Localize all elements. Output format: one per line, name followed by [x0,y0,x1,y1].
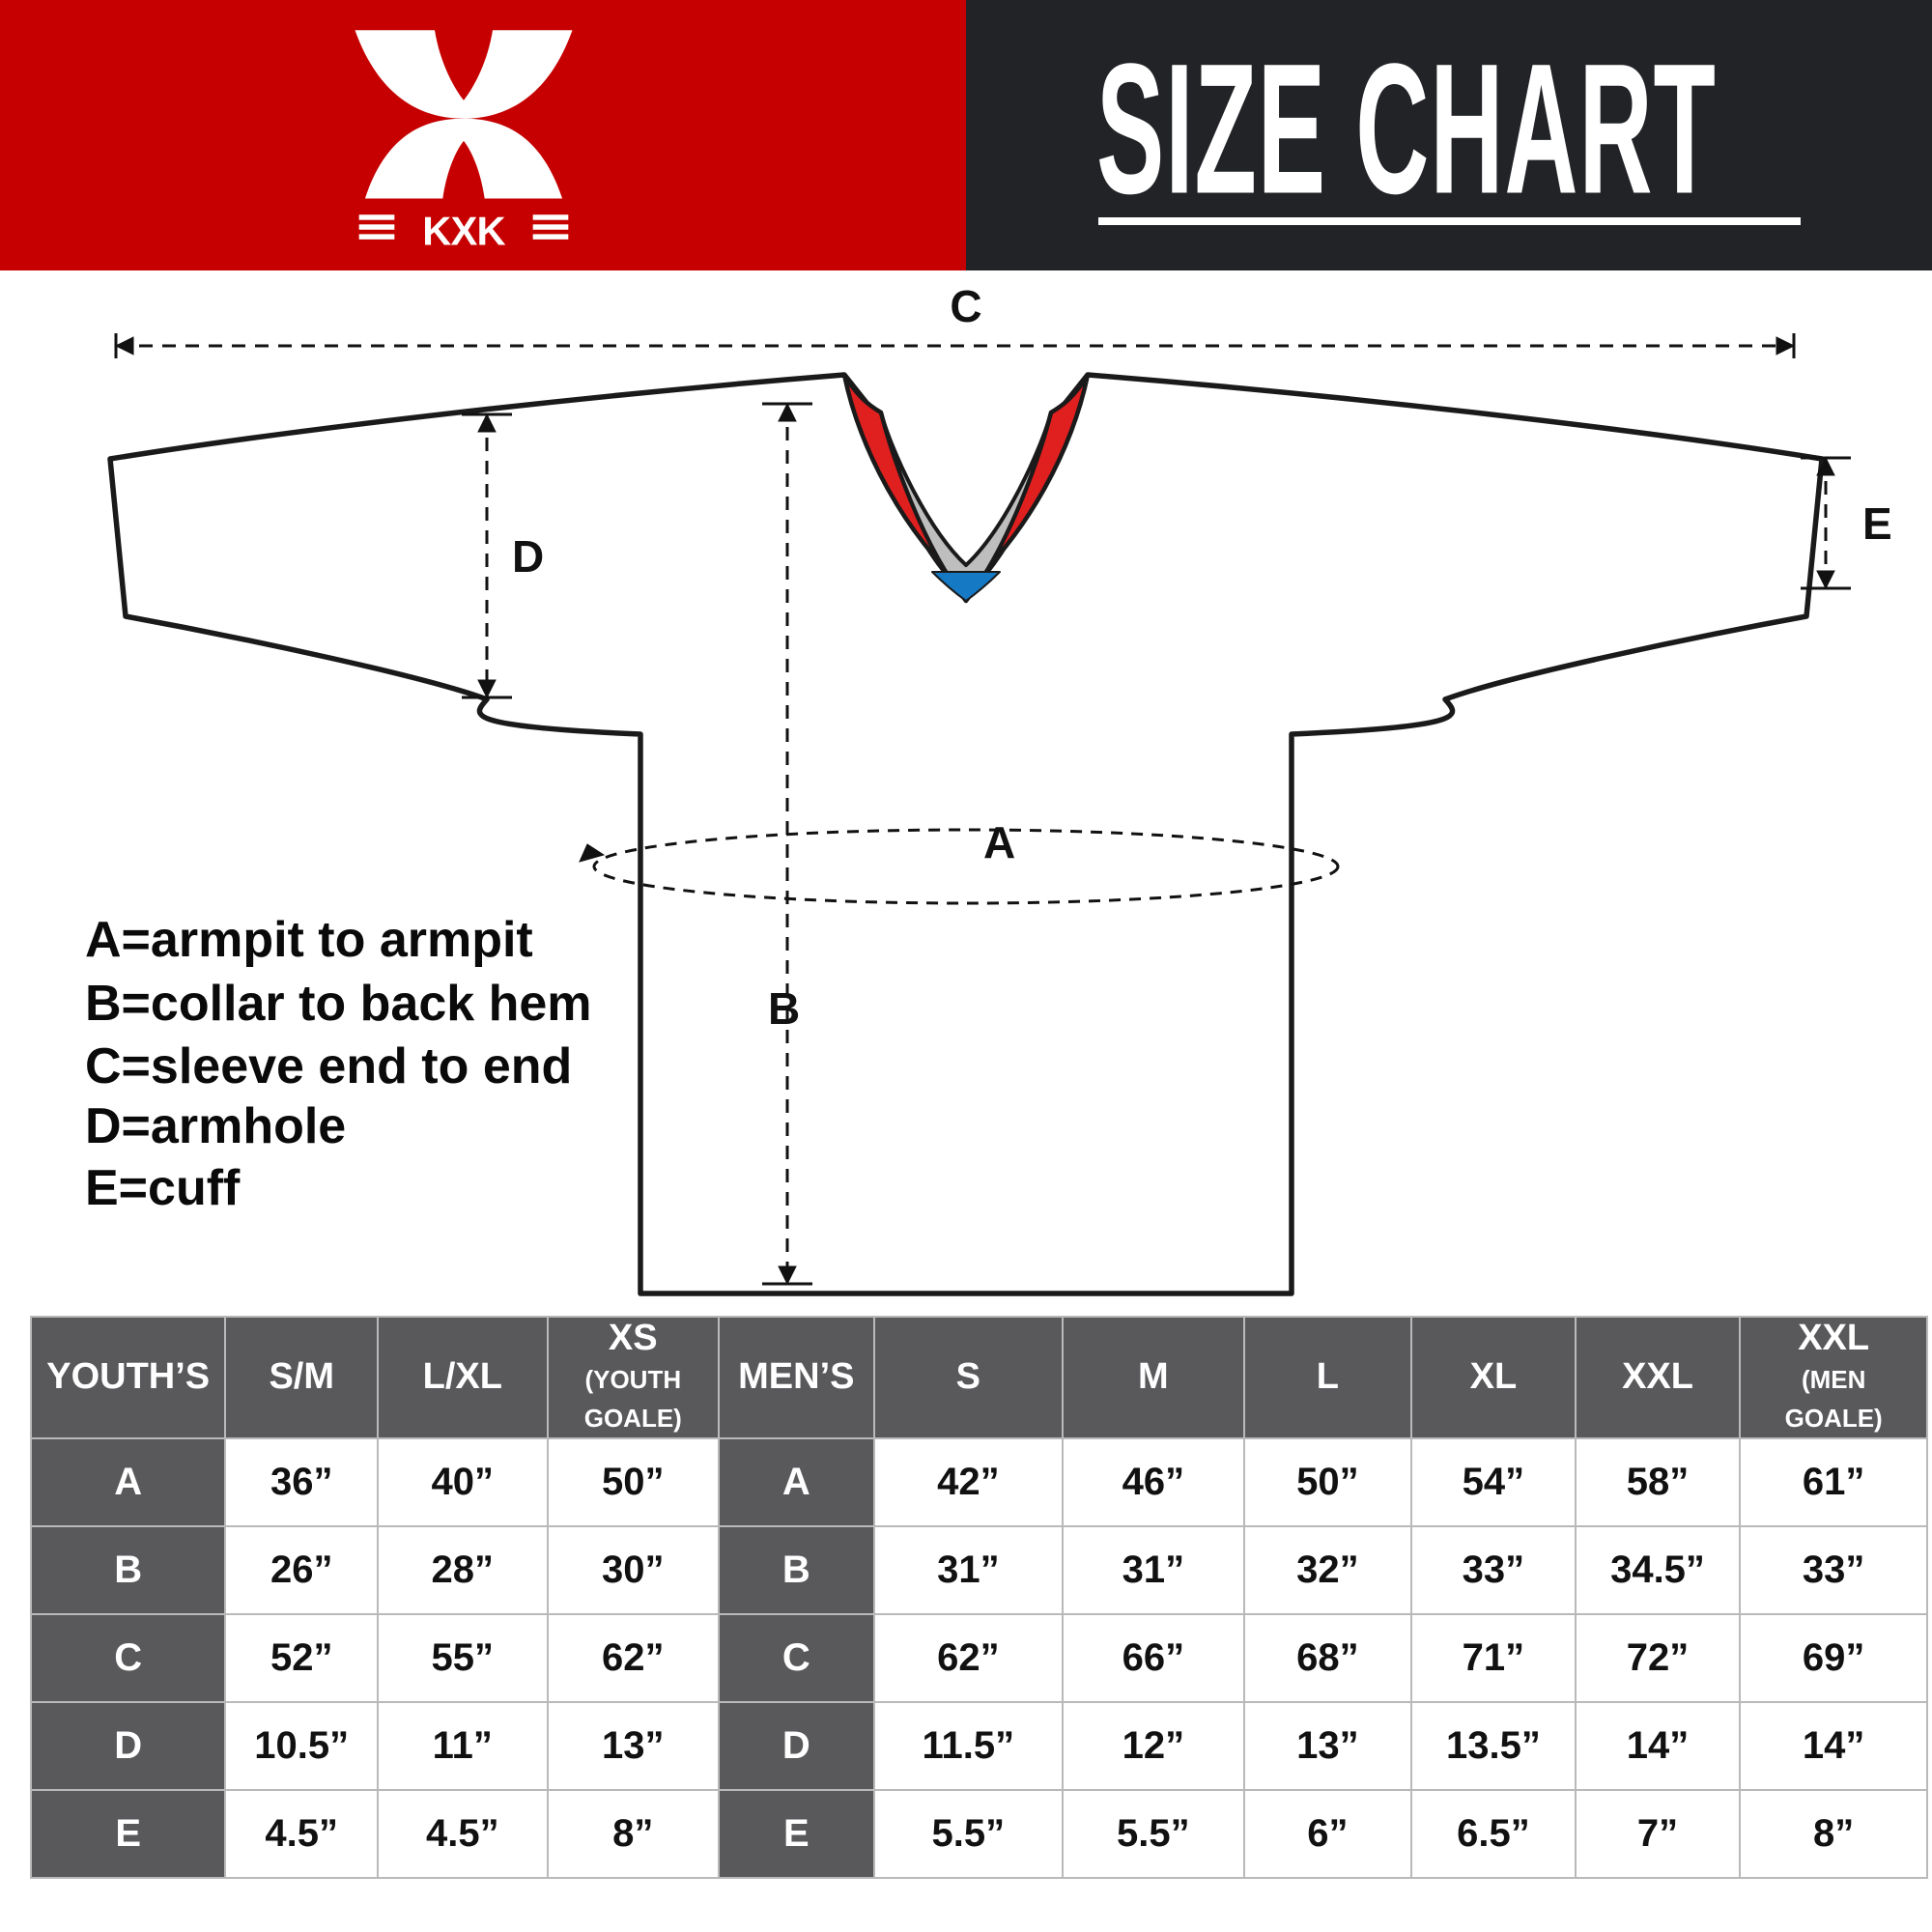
svg-text:D: D [512,531,544,582]
svg-text:E=cuff: E=cuff [85,1160,241,1216]
svg-text:A=armpit to armpit: A=armpit to armpit [85,912,533,968]
svg-text:A: A [983,817,1015,867]
svg-text:D=armhole: D=armhole [85,1098,346,1154]
svg-text:C=sleeve end to end: C=sleeve end to end [85,1038,572,1094]
svg-text:KXK: KXK [422,209,505,251]
svg-text:B: B [768,983,800,1034]
svg-text:C: C [950,281,981,331]
svg-text:B=collar to back hem: B=collar to back hem [85,976,592,1032]
svg-text:E: E [1862,498,1892,549]
